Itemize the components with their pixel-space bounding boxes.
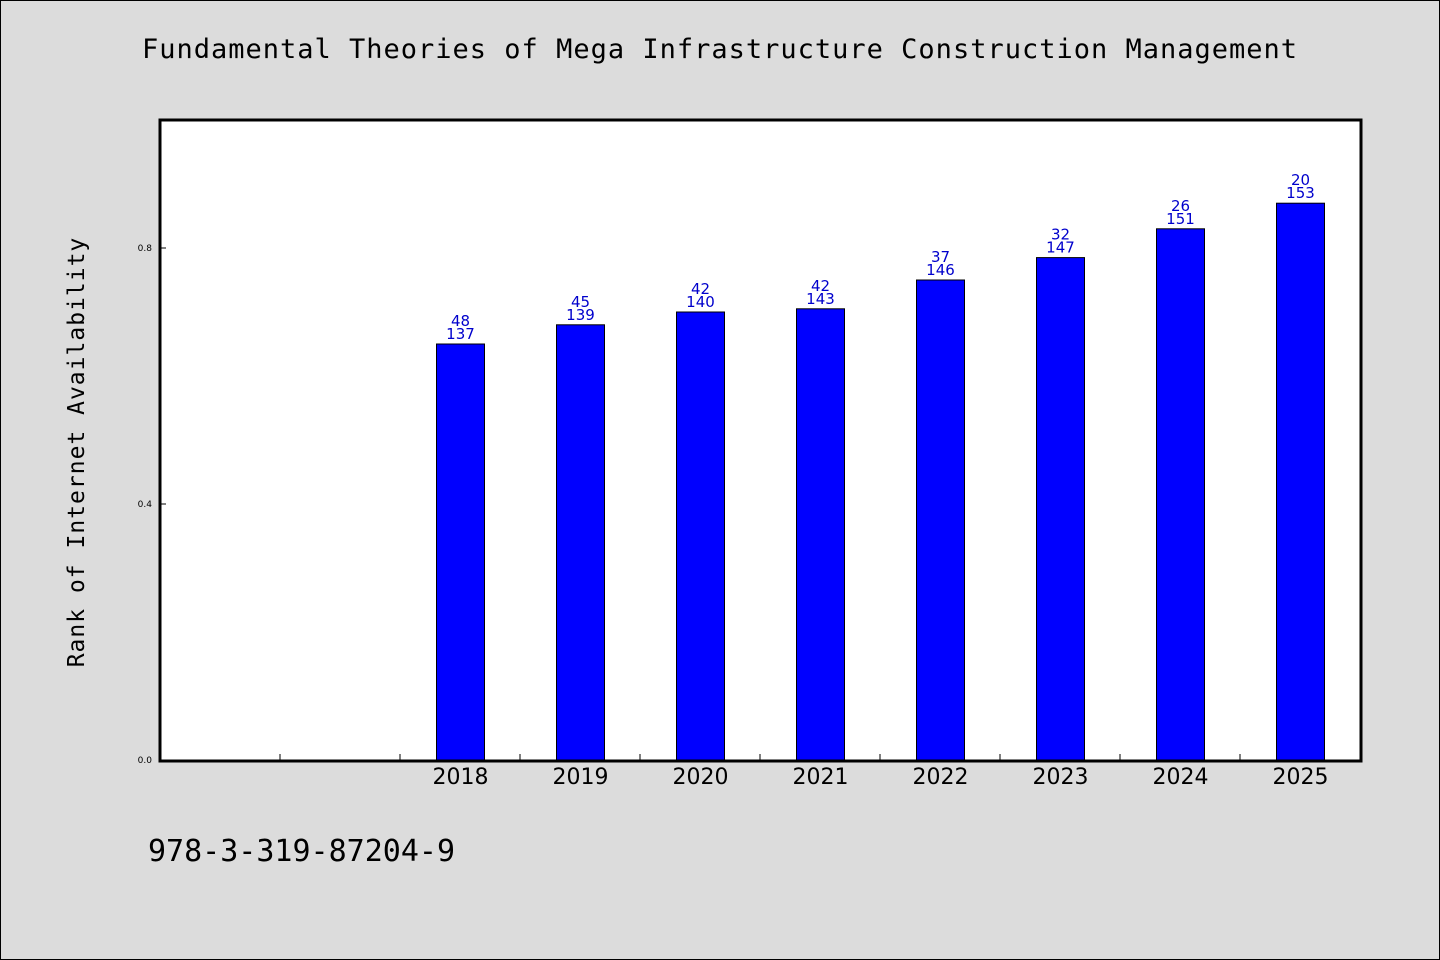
data-label-lower: 151	[1166, 210, 1195, 228]
data-label-upper: 48	[451, 312, 470, 330]
bar-2020	[676, 311, 725, 761]
bar-2022	[916, 279, 965, 761]
bar-2023	[1036, 257, 1085, 761]
chart-title: Fundamental Theories of Mega Infrastruct…	[141, 34, 1299, 65]
data-label-lower: 153	[1286, 184, 1315, 202]
data-label-upper: 32	[1051, 226, 1070, 244]
x-category-label: 2020	[673, 765, 729, 790]
data-label-upper: 26	[1171, 197, 1190, 215]
bar-2025	[1276, 202, 1325, 761]
y-tick-label: 0.4	[138, 500, 153, 510]
data-label-upper: 42	[691, 280, 710, 298]
axis-ticks	[160, 247, 1241, 761]
x-category-label: 2025	[1273, 765, 1329, 790]
bars	[436, 202, 1325, 761]
data-label-lower: 147	[1046, 239, 1075, 257]
bar-2021	[796, 308, 845, 761]
y-tick-label: 0.0	[138, 756, 153, 766]
data-label-upper: 20	[1291, 171, 1310, 189]
bar-2018	[436, 343, 485, 761]
y-tick-label: 0.8	[138, 244, 153, 254]
bar-2019	[556, 324, 605, 761]
data-label-upper: 42	[811, 277, 830, 295]
data-label-lower: 143	[806, 290, 835, 308]
data-label-lower: 139	[566, 306, 595, 324]
x-category-label: 2019	[553, 765, 609, 790]
x-category-label: 2024	[1153, 765, 1209, 790]
labels: 0.00.40.82018481372019451392020421402021…	[138, 171, 1329, 790]
data-label-lower: 137	[446, 325, 475, 343]
data-label-upper: 45	[571, 293, 590, 311]
data-label-lower: 146	[926, 261, 955, 279]
isbn-footer: 978-3-319-87204-9	[148, 834, 456, 869]
bar-2024	[1156, 228, 1205, 761]
data-label-upper: 37	[931, 248, 950, 266]
x-category-label: 2023	[1033, 765, 1089, 790]
data-label-lower: 140	[686, 293, 715, 311]
x-category-label: 2021	[793, 765, 849, 790]
x-category-label: 2022	[913, 765, 969, 790]
x-category-label: 2018	[433, 765, 489, 790]
